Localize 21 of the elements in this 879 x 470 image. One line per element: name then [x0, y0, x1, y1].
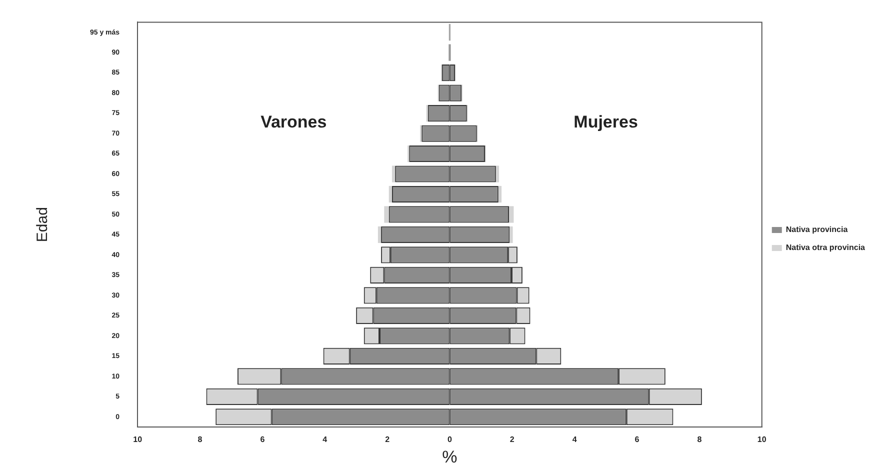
x-tick-label: 2: [510, 435, 515, 444]
x-tick-label: 4: [322, 435, 328, 444]
x-tick-label: 6: [634, 435, 640, 444]
y-axis-title: Edad: [34, 207, 52, 242]
x-tick-label: 8: [697, 435, 702, 444]
legend-label: Nativa provincia: [786, 225, 848, 234]
x-tick-label: 10: [757, 435, 767, 444]
x-tick-label: 2: [385, 435, 390, 444]
x-tick-label: 6: [260, 435, 266, 444]
bar: [388, 186, 392, 203]
x-tick-label: 8: [198, 435, 203, 444]
x-tick-label: 4: [572, 435, 578, 444]
legend-label: Nativa otra provincia: [786, 243, 866, 252]
annotation: Mujeres: [574, 112, 638, 132]
x-tick-label: 0: [447, 435, 452, 444]
annotation: Varones: [260, 112, 327, 132]
x-tick-label: 10: [133, 435, 143, 444]
bar: [392, 166, 396, 182]
bar: [378, 226, 382, 244]
bar: [384, 206, 389, 223]
x-axis-title: %: [442, 447, 458, 466]
